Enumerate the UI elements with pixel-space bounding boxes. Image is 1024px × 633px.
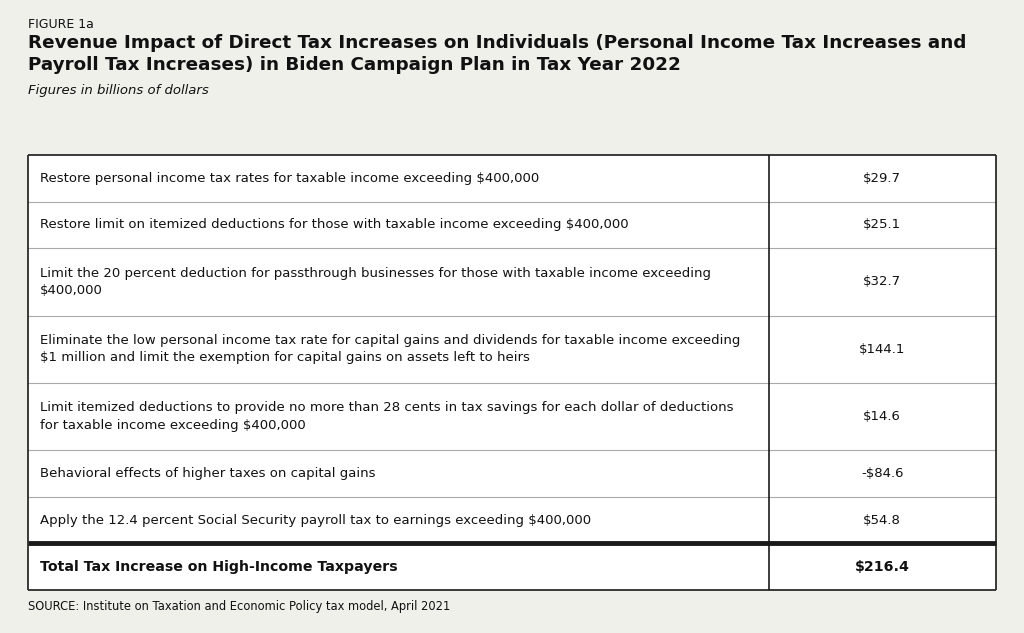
Text: Limit itemized deductions to provide no more than 28 cents in tax savings for ea: Limit itemized deductions to provide no … bbox=[40, 401, 733, 432]
Text: Total Tax Increase on High-Income Taxpayers: Total Tax Increase on High-Income Taxpay… bbox=[40, 560, 397, 573]
Text: Limit the 20 percent deduction for passthrough businesses for those with taxable: Limit the 20 percent deduction for passt… bbox=[40, 266, 711, 297]
Text: FIGURE 1a: FIGURE 1a bbox=[28, 18, 94, 31]
Text: Restore limit on itemized deductions for those with taxable income exceeding $40: Restore limit on itemized deductions for… bbox=[40, 218, 629, 231]
Text: Revenue Impact of Direct Tax Increases on Individuals (Personal Income Tax Incre: Revenue Impact of Direct Tax Increases o… bbox=[28, 34, 967, 52]
Text: Restore personal income tax rates for taxable income exceeding $400,000: Restore personal income tax rates for ta… bbox=[40, 172, 540, 185]
Text: $25.1: $25.1 bbox=[863, 218, 901, 231]
Text: Apply the 12.4 percent Social Security payroll tax to earnings exceeding $400,00: Apply the 12.4 percent Social Security p… bbox=[40, 514, 591, 527]
Text: $216.4: $216.4 bbox=[855, 560, 909, 573]
Text: $54.8: $54.8 bbox=[863, 514, 901, 527]
Text: $144.1: $144.1 bbox=[859, 342, 905, 356]
Text: SOURCE: Institute on Taxation and Economic Policy tax model, April 2021: SOURCE: Institute on Taxation and Econom… bbox=[28, 600, 451, 613]
Text: Behavioral effects of higher taxes on capital gains: Behavioral effects of higher taxes on ca… bbox=[40, 467, 376, 480]
Text: $29.7: $29.7 bbox=[863, 172, 901, 185]
Text: Eliminate the low personal income tax rate for capital gains and dividends for t: Eliminate the low personal income tax ra… bbox=[40, 334, 740, 365]
Text: $32.7: $32.7 bbox=[863, 275, 901, 288]
Text: -$84.6: -$84.6 bbox=[861, 467, 903, 480]
Bar bbox=[28, 155, 996, 590]
Text: $14.6: $14.6 bbox=[863, 410, 901, 423]
Text: Figures in billions of dollars: Figures in billions of dollars bbox=[28, 84, 209, 97]
Text: Payroll Tax Increases) in Biden Campaign Plan in Tax Year 2022: Payroll Tax Increases) in Biden Campaign… bbox=[28, 56, 681, 74]
